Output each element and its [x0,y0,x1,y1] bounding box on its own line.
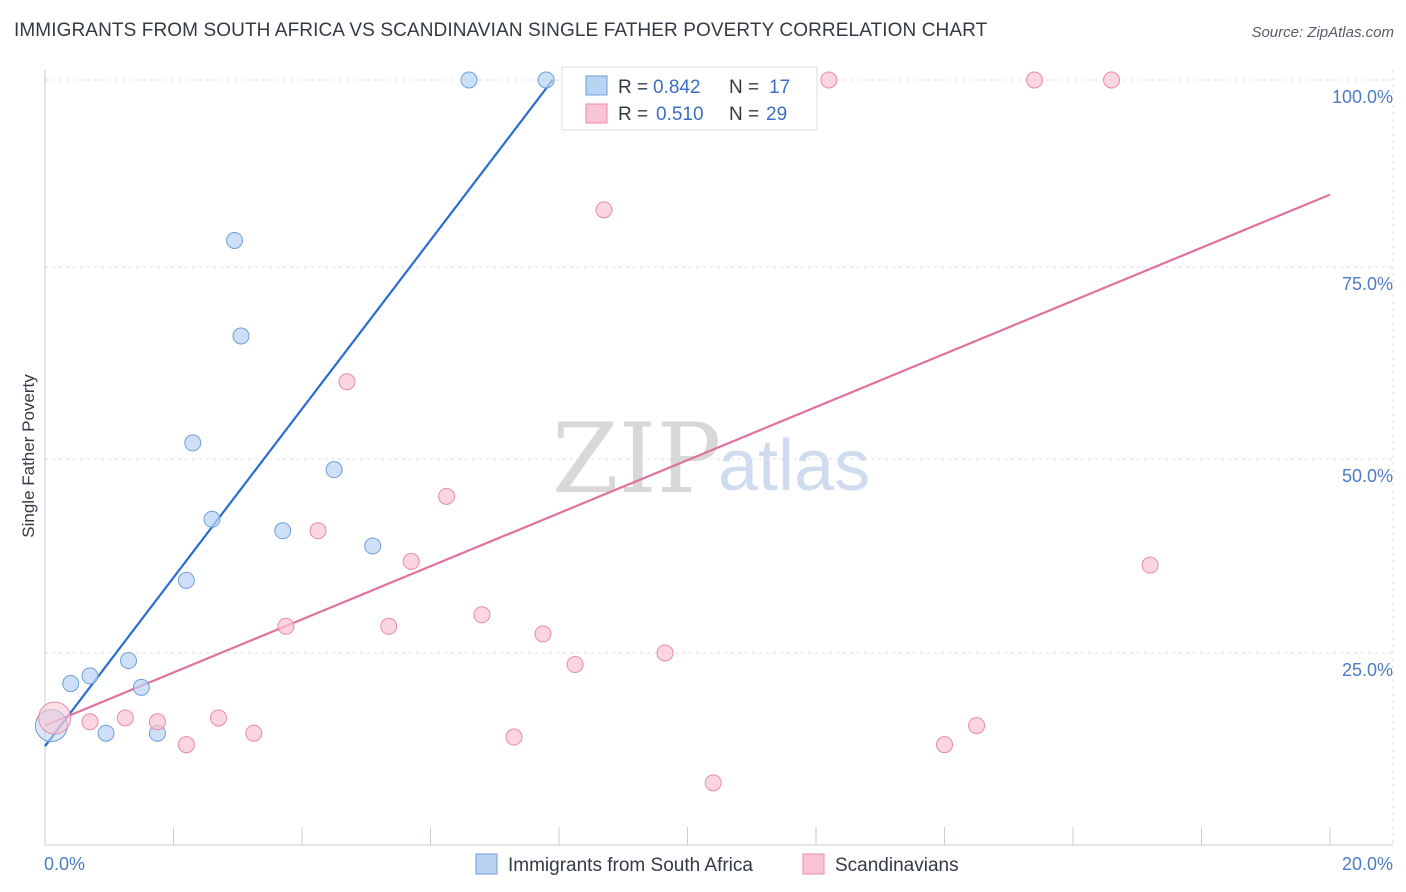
point-blue-7 [177,571,195,589]
legend-n-label-2: N = [729,104,759,125]
trend-line-pink [44,193,1331,727]
y-axis-label: Single Father Poverty [19,374,38,538]
legend-r-label-1: R = [618,77,648,98]
point-pink-23 [936,736,953,754]
point-pink-0 [38,701,72,735]
legend-n-label-1: N = [729,77,759,98]
legend-r-label-2: R = [618,104,648,125]
point-pink-22 [820,71,838,89]
axes: 25.0% 50.0% 75.0% 100.0% 0.0% 20.0% [44,70,1394,874]
point-pink-1 [81,713,99,731]
correlation-legend: R = 0.842 N = 17 R = 0.510 N = 29 [561,66,818,131]
point-pink-7 [277,617,295,635]
point-blue-4 [120,652,138,670]
y-tick-label-50: 50.0% [1342,466,1393,486]
point-pink-2 [116,709,134,727]
point-pink-17 [595,201,613,219]
point-blue-9 [203,510,221,528]
y-tick-label-25: 25.0% [1342,660,1393,680]
y-tick-label-75: 75.0% [1342,274,1393,294]
point-pink-27 [1141,556,1159,574]
point-pink-14 [505,728,523,746]
point-blue-3 [97,724,115,742]
series-legend: Immigrants from South Africa Scandinavia… [475,853,959,876]
point-pink-10 [380,617,398,635]
series-legend-swatch-blue [475,853,498,875]
point-blue-8 [184,434,202,452]
y-tick-label-100: 100.0% [1332,87,1393,107]
legend-r-value-2: 0.510 [656,104,704,125]
point-pink-6 [245,724,263,742]
point-pink-26 [1103,71,1121,89]
legend-swatch-blue [585,75,608,96]
point-blue-16 [537,71,555,89]
point-blue-2 [81,667,99,685]
point-blue-12 [274,522,292,540]
point-pink-16 [566,655,584,673]
point-blue-10 [226,231,244,249]
series-legend-label-1: Immigrants from South Africa [508,855,753,876]
trend-line-blue [44,79,554,747]
x-tick-label-min: 0.0% [44,854,85,874]
point-blue-11 [232,327,250,345]
x-tick-label-max: 20.0% [1342,854,1393,874]
source-attribution: Source: ZipAtlas.com [1251,24,1394,41]
watermark-atlas: atlas [718,426,870,506]
legend-n-value-2: 29 [766,104,787,125]
series-legend-label-2: Scandinavians [835,855,959,876]
point-blue-13 [325,461,343,479]
point-pink-8 [309,522,327,540]
grid-lines [45,79,1393,654]
trend-lines [44,79,1331,747]
point-pink-15 [534,625,552,643]
point-pink-25 [1025,71,1043,89]
legend-n-value-1: 17 [769,77,790,98]
legend-r-value-1: 0.842 [653,77,701,98]
point-pink-20 [704,774,722,792]
point-blue-1 [62,675,80,693]
point-pink-24 [968,717,986,735]
point-pink-3 [148,713,166,731]
point-pink-11 [402,552,420,570]
point-pink-4 [177,736,195,754]
point-blue-5 [132,678,150,696]
point-pink-13 [473,606,491,624]
legend-swatch-pink [585,103,608,124]
point-pink-12 [438,487,456,505]
point-blue-14 [364,537,382,555]
point-blue-15 [460,71,478,89]
point-pink-5 [209,709,227,727]
chart-title: IMMIGRANTS FROM SOUTH AFRICA VS SCANDINA… [14,20,988,41]
point-pink-19 [656,644,674,662]
series-legend-swatch-pink [802,853,825,875]
point-pink-9 [338,373,356,391]
